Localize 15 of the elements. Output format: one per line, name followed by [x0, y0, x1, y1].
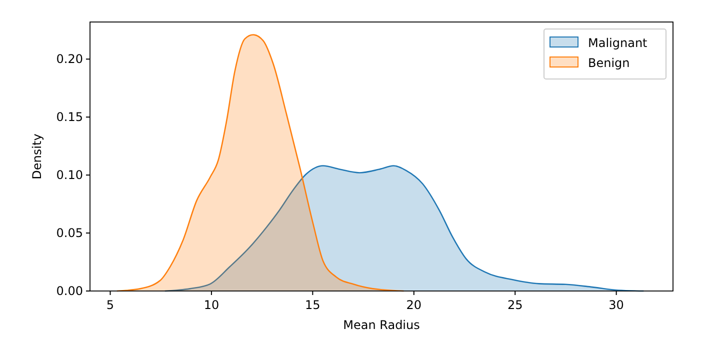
x-tick-label: 10 — [204, 298, 220, 312]
x-tick-label: 5 — [106, 298, 114, 312]
x-tick-label: 25 — [507, 298, 523, 312]
y-tick-label: 0.20 — [56, 52, 83, 66]
y-axis-title: Density — [30, 134, 44, 180]
legend-label: Benign — [588, 56, 630, 70]
x-tick-label: 30 — [608, 298, 624, 312]
y-tick-label: 0.10 — [56, 168, 83, 182]
x-tick-label: 15 — [305, 298, 320, 312]
y-tick-label: 0.00 — [56, 284, 83, 298]
legend-label: Malignant — [588, 36, 648, 50]
y-tick-label: 0.05 — [56, 226, 83, 240]
x-axis-title: Mean Radius — [343, 318, 420, 332]
x-tick-label: 20 — [406, 298, 422, 312]
y-tick-label: 0.15 — [56, 110, 83, 124]
